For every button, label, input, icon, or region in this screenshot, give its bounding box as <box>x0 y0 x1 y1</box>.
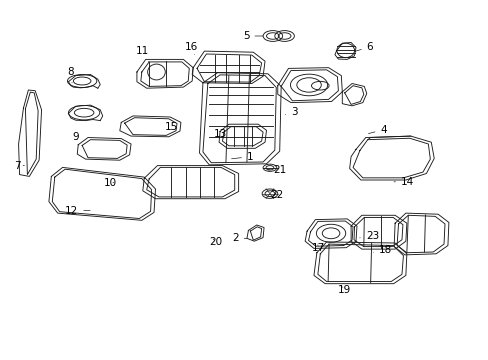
Text: 8: 8 <box>67 67 74 83</box>
Text: 15: 15 <box>165 122 178 132</box>
Text: 14: 14 <box>393 177 413 187</box>
Text: 10: 10 <box>103 177 117 188</box>
Text: 23: 23 <box>359 231 378 241</box>
Text: 1: 1 <box>231 152 253 162</box>
Text: 11: 11 <box>136 46 149 62</box>
Text: 13: 13 <box>214 129 227 139</box>
Text: 22: 22 <box>264 190 283 200</box>
Text: 20: 20 <box>209 237 222 247</box>
Text: 16: 16 <box>184 42 198 55</box>
Text: 12: 12 <box>65 206 90 216</box>
Text: 6: 6 <box>354 42 373 52</box>
Text: 9: 9 <box>72 132 79 142</box>
Text: 3: 3 <box>285 107 297 117</box>
Text: 2: 2 <box>231 233 246 243</box>
Text: 4: 4 <box>367 125 386 135</box>
Text: 21: 21 <box>267 165 285 175</box>
Text: 19: 19 <box>337 285 350 295</box>
Text: 17: 17 <box>311 243 325 253</box>
Text: 7: 7 <box>14 161 24 171</box>
Text: 18: 18 <box>373 245 391 255</box>
Text: 5: 5 <box>242 31 263 41</box>
